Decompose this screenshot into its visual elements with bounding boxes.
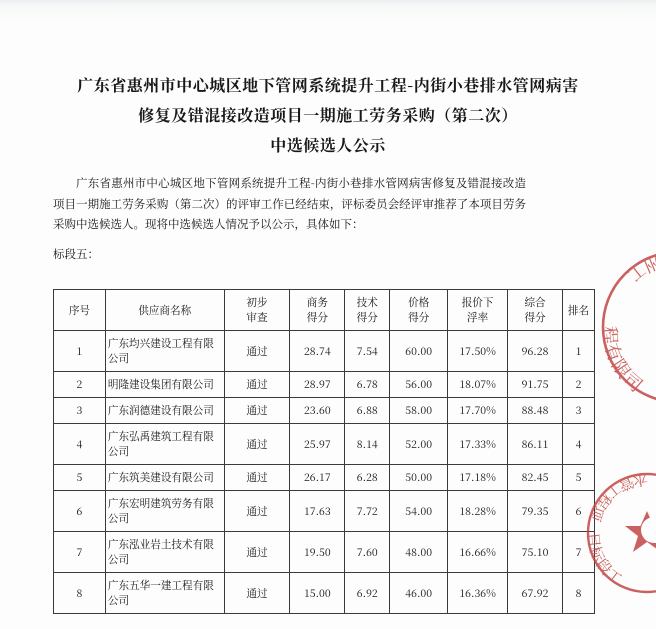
svg-text:惠州工: 惠州工 [621, 245, 656, 289]
svg-text:程有限司: 程有限司 [597, 325, 650, 398]
